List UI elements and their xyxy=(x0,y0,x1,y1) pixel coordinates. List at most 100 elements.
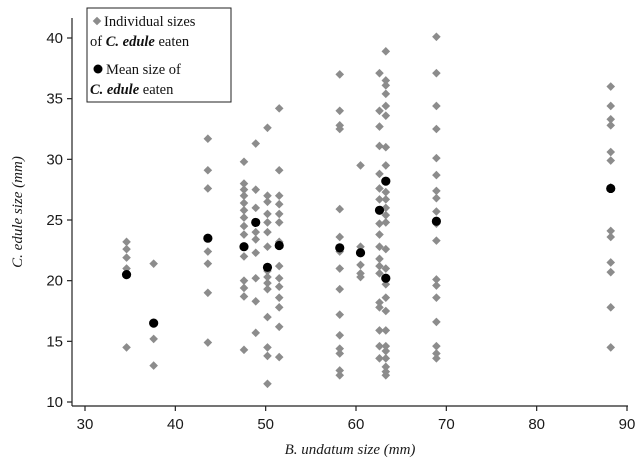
mean-size-point xyxy=(381,273,391,283)
individual-size-point xyxy=(335,349,345,358)
x-axis-label: B. undatum size (mm) xyxy=(285,442,416,458)
individual-size-point xyxy=(274,352,284,362)
individual-size-point xyxy=(274,303,284,312)
x-tick-label: 40 xyxy=(167,416,184,433)
individual-size-point xyxy=(274,273,284,283)
individual-size-point xyxy=(335,106,345,116)
individual-size-point xyxy=(122,244,131,254)
individual-size-point xyxy=(432,281,441,290)
individual-size-point xyxy=(356,260,365,270)
individual-size-point xyxy=(335,70,345,79)
individual-size-point xyxy=(375,141,384,151)
legend-mean-marker xyxy=(93,64,103,74)
individual-size-point xyxy=(239,213,249,222)
individual-size-point xyxy=(606,147,616,157)
individual-size-point xyxy=(606,303,616,312)
individual-size-point xyxy=(122,253,131,262)
individual-size-point xyxy=(251,227,261,237)
individual-size-point xyxy=(274,165,284,175)
individual-size-point xyxy=(381,280,391,289)
mean-size-point xyxy=(203,233,213,243)
y-tick-label: 10 xyxy=(46,394,63,411)
individual-size-point xyxy=(263,351,272,361)
individual-size-point xyxy=(381,101,391,111)
individual-size-point xyxy=(432,124,441,134)
individual-size-point xyxy=(251,296,261,306)
legend-box xyxy=(86,7,232,103)
individual-size-point xyxy=(432,341,441,351)
y-ticks: 10 15 20 25 30 35 40 xyxy=(46,30,72,411)
individual-size-point xyxy=(381,161,391,170)
individual-size-point xyxy=(274,322,284,332)
legend: Individual sizes of C. edule eaten Mean … xyxy=(86,7,232,103)
individual-size-point xyxy=(381,293,391,302)
individual-size-point xyxy=(375,169,384,179)
x-tick-label: 50 xyxy=(257,416,274,433)
individual-size-point xyxy=(149,334,158,344)
individual-size-point xyxy=(432,349,441,358)
individual-size-point xyxy=(375,195,384,204)
y-tick-label: 20 xyxy=(46,273,63,290)
individual-size-point xyxy=(263,191,272,201)
y-tick-label: 40 xyxy=(46,30,63,47)
individual-size-point xyxy=(375,106,384,116)
individual-size-point xyxy=(274,191,284,201)
legend-individual-label-line1: Individual sizes xyxy=(104,14,196,30)
x-tick-label: 70 xyxy=(438,416,455,433)
individual-size-point xyxy=(335,344,345,353)
individual-size-point xyxy=(263,242,272,251)
individual-size-point xyxy=(606,267,616,277)
individual-size-point xyxy=(356,272,365,282)
individual-size-point xyxy=(381,362,391,372)
legend-individual-marker xyxy=(92,16,102,26)
individual-size-point xyxy=(381,81,391,90)
individual-size-point xyxy=(239,221,249,231)
individual-size-point xyxy=(381,47,391,56)
individual-size-point xyxy=(606,258,616,267)
individual-size-point xyxy=(432,32,441,42)
mean-size-point xyxy=(431,216,441,226)
individual-size-point xyxy=(263,197,272,207)
individual-size-point xyxy=(356,161,365,170)
individual-size-point xyxy=(239,191,249,201)
legend-mean-label-line2: C. edule eaten xyxy=(90,82,174,98)
mean-size-point xyxy=(274,240,284,251)
individual-size-point xyxy=(239,179,249,188)
y-tick-label: 25 xyxy=(46,212,63,229)
individual-size-point xyxy=(375,261,384,271)
mean-size-point xyxy=(606,183,616,194)
individual-size-point xyxy=(432,101,441,111)
individual-size-point xyxy=(274,199,284,209)
x-tick-label: 30 xyxy=(77,416,94,433)
individual-size-point xyxy=(239,292,249,301)
individual-size-point xyxy=(375,219,384,228)
individual-size-point xyxy=(263,343,272,352)
individual-size-point xyxy=(381,371,391,380)
individual-size-point xyxy=(263,227,272,237)
individual-size-point xyxy=(274,293,284,302)
individual-size-point xyxy=(335,310,345,319)
individual-size-point xyxy=(239,205,249,215)
individual-size-point xyxy=(381,142,391,152)
individual-size-point xyxy=(606,226,616,236)
individual-size-point xyxy=(263,272,272,282)
individual-size-point xyxy=(375,242,384,251)
individual-size-point xyxy=(203,184,213,193)
individual-size-point xyxy=(335,371,345,380)
individual-size-point xyxy=(606,232,616,242)
individual-size-point xyxy=(381,195,391,204)
individual-size-point xyxy=(263,278,272,288)
individual-size-point xyxy=(251,328,261,338)
individual-size-point xyxy=(239,276,249,285)
individual-size-point xyxy=(263,312,272,322)
mean-size-point xyxy=(355,248,366,258)
y-tick-label: 15 xyxy=(46,333,63,350)
x-tick-label: 80 xyxy=(528,416,545,433)
individual-size-point xyxy=(381,346,391,356)
individual-size-point xyxy=(149,361,158,370)
individual-size-point xyxy=(239,185,249,194)
individual-size-point xyxy=(203,134,213,144)
individual-size-point xyxy=(263,218,272,227)
individual-size-point xyxy=(381,210,391,220)
